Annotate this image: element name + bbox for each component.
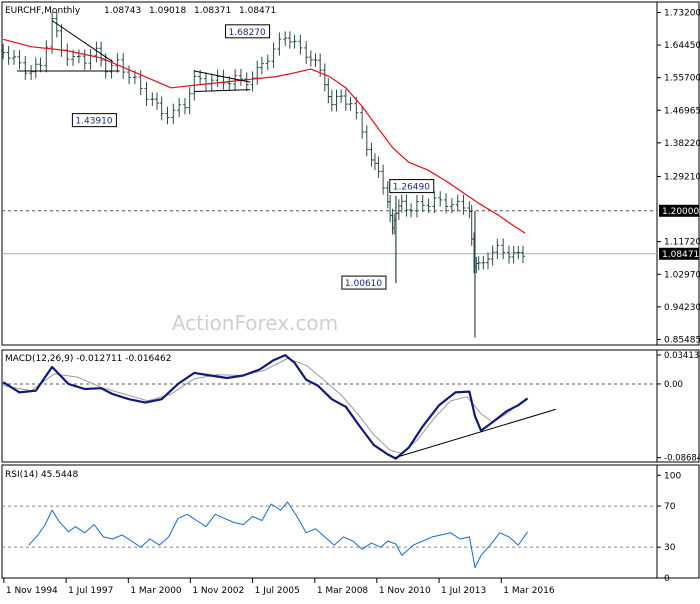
x-tick-label: 1 Mar 2000	[130, 586, 182, 596]
ohlc-header-value: 1.09018	[149, 6, 186, 16]
ohlc-header-value: 1.08471	[239, 6, 276, 16]
price-annotation-label: 1.00610	[345, 279, 382, 289]
x-tick-label: 1 Jul 1997	[68, 586, 113, 596]
macd-panel-frame	[1, 349, 658, 463]
rsi-y-tick-label: 100	[664, 471, 681, 481]
price-annotation-label: 1.26490	[393, 183, 430, 193]
price-annotation-box	[341, 275, 387, 290]
rsi-panel-frame	[1, 464, 658, 579]
price-y-tick-label: 1.46965	[664, 106, 700, 116]
price-y-tick-label: 1.55700	[664, 74, 700, 84]
rsi-y-tick-label: 0	[664, 574, 670, 584]
current-price-marker	[659, 247, 699, 260]
x-tick-label: 1 Mar 2016	[503, 586, 555, 596]
ohlc-header-value: 1.08743	[104, 6, 141, 16]
rsi-line	[28, 501, 529, 569]
price-y-tick-label: 1.29210	[664, 172, 700, 182]
price-trendline	[51, 20, 114, 63]
price-y-tick-label: 1.73200	[664, 8, 700, 18]
price-y-tick-label: 0.94230	[664, 303, 700, 313]
x-tick-label: 1 Nov 2002	[192, 586, 244, 596]
price-annotation-box	[71, 113, 117, 128]
ohlc-header-value: 1.08371	[194, 6, 231, 16]
macd-y-tick-label: -0.086849	[664, 454, 700, 464]
price-trendline	[194, 70, 251, 83]
x-tick-label: 1 Nov 1994	[6, 586, 58, 596]
current-price-label: 1.08471	[662, 250, 699, 260]
price-y-tick-label: 0.85485	[664, 335, 700, 345]
price-panel-title: EURCHF,Monthly	[5, 6, 81, 16]
x-tick-label: 1 Mar 2008	[317, 586, 369, 596]
macd-line	[2, 354, 529, 460]
price-trendline	[194, 89, 251, 92]
price-y-tick-label: 1.02970	[664, 270, 700, 280]
x-tick-label: 1 Nov 2010	[379, 586, 431, 596]
price-annotation-label: 1.43910	[75, 117, 112, 127]
price-annotation-box	[389, 179, 435, 194]
watermark: ActionForex.com	[172, 311, 338, 335]
level-1-20-label: 1.20000	[662, 207, 699, 217]
rsi-panel-title: RSI(14) 45.5448	[5, 470, 78, 480]
x-tick-label: 1 Jul 2013	[441, 586, 486, 596]
price-annotation-box	[225, 24, 271, 39]
rsi-axis-frame	[656, 464, 700, 579]
price-annotation-label: 1.68270	[229, 28, 266, 38]
price-axis-frame	[656, 1, 700, 346]
x-tick-label: 1 Jul 2005	[255, 586, 300, 596]
macd-y-tick-label: 0.00	[664, 380, 683, 390]
macd-trendline	[394, 408, 556, 459]
rsi-y-tick-label: 70	[664, 502, 676, 512]
price-y-tick-label: 1.64450	[664, 41, 700, 51]
price-y-tick-label: 1.38220	[664, 139, 700, 149]
moving-average-line	[3, 38, 526, 234]
macd-panel-title: MACD(12,26,9) -0.012711 -0.016462	[5, 354, 171, 364]
rsi-y-tick-label: 30	[664, 543, 676, 553]
price-y-tick-label: 1.11720	[664, 238, 700, 248]
macd-y-tick-label: 0.034137	[664, 351, 700, 361]
macd-axis-frame	[656, 349, 700, 463]
level-1-20-marker	[659, 204, 699, 217]
